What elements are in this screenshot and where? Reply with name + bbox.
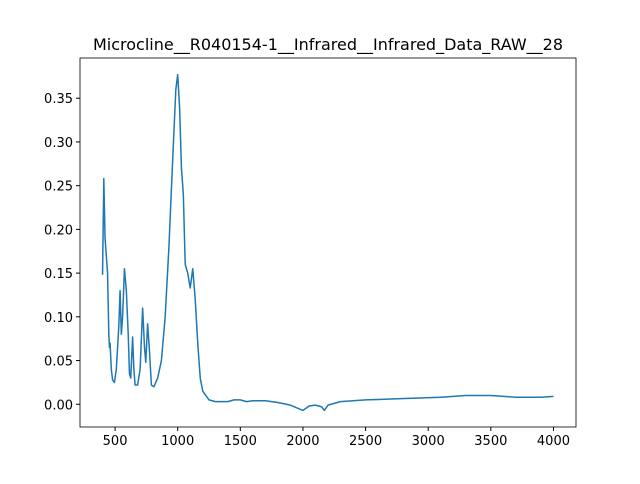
x-tick-label: 3500 (474, 434, 507, 449)
x-tick-label: 3000 (412, 434, 445, 449)
y-tick-label: 0.10 (44, 311, 73, 326)
y-tick-label: 0.05 (44, 355, 73, 370)
x-tick-label: 500 (103, 434, 128, 449)
x-tick-label: 1000 (161, 434, 194, 449)
x-tick-label: 4000 (537, 434, 570, 449)
plot-frame (79, 57, 577, 428)
chart-title: Microcline__R040154-1__Infrared__Infrare… (93, 35, 563, 55)
x-tick-label: 1500 (224, 434, 257, 449)
x-tick-label: 2000 (286, 434, 319, 449)
data-line (101, 73, 554, 412)
y-tick-label: 0.00 (44, 398, 73, 413)
x-tick-label: 2500 (349, 434, 382, 449)
y-tick-label: 0.35 (44, 92, 73, 107)
y-tick-label: 0.15 (44, 267, 73, 282)
y-tick-label: 0.20 (44, 223, 73, 238)
y-tick-label: 0.30 (44, 136, 73, 151)
y-tick-label: 0.25 (44, 180, 73, 195)
